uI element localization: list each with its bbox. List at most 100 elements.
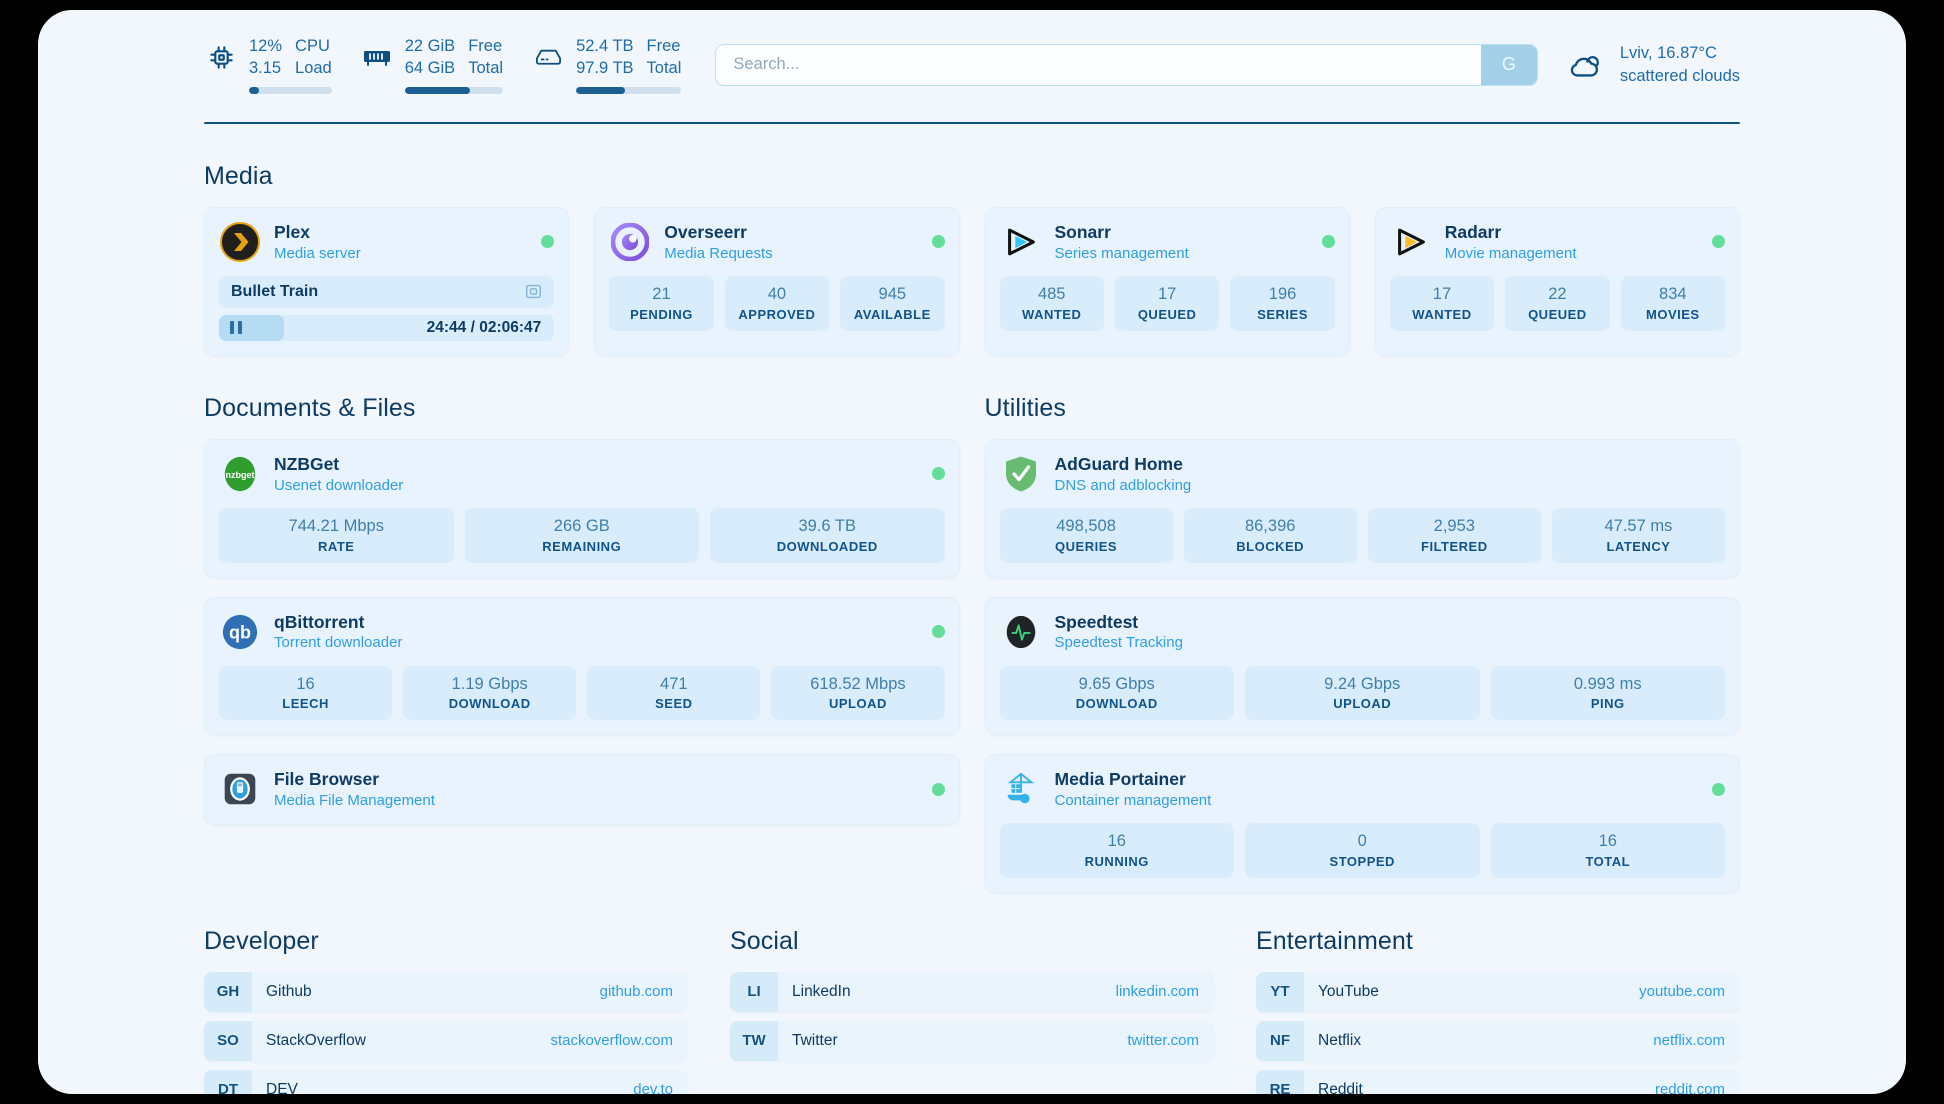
section-title-utilities: Utilities	[984, 393, 1066, 422]
tile-value: 266 GB	[553, 516, 610, 535]
service-card-sonarr[interactable]: Sonarr Series management 485 WANTED 17 Q…	[984, 206, 1350, 356]
service-card-media-portainer[interactable]: Media Portainer Container management 16 …	[984, 754, 1740, 893]
tile-label: REMAINING	[542, 538, 622, 554]
chromecast-icon[interactable]	[525, 283, 542, 300]
portainer-icon	[1000, 768, 1042, 810]
tile-label: PING	[1590, 696, 1625, 712]
tile-value: 485	[1037, 284, 1066, 303]
header-divider	[204, 121, 1740, 124]
bookmark-name: LinkedIn	[792, 982, 851, 1000]
bookmark-url: github.com	[599, 983, 673, 1001]
cpu-load-value: 3.15	[249, 58, 282, 77]
search-input[interactable]	[716, 44, 1481, 85]
tile-value: 17	[1157, 284, 1177, 303]
adguard-icon	[1000, 453, 1042, 495]
bookmark-dev[interactable]: DT DEV dev.to	[204, 1069, 688, 1094]
service-card-plex[interactable]: Plex Media server Bullet Train	[204, 206, 570, 356]
bookmark-abbr: DT	[204, 1069, 252, 1094]
svg-text:nzbget: nzbget	[225, 470, 254, 480]
stat-tile: 9.65 Gbps DOWNLOAD	[999, 665, 1234, 721]
tile-value: 22	[1548, 284, 1567, 303]
service-desc: Media server	[274, 244, 361, 262]
bookmark-netflix[interactable]: NF Netflix netflix.com	[1256, 1020, 1740, 1061]
now-playing-progress[interactable]: 24:44 / 02:06:47	[219, 314, 555, 341]
bookmark-twitter[interactable]: TW Twitter twitter.com	[730, 1020, 1214, 1061]
bookmark-abbr: RE	[1256, 1069, 1304, 1094]
service-name: Speedtest	[1054, 611, 1139, 632]
service-card-file-browser[interactable]: File Browser Media File Management	[204, 754, 960, 826]
bookmark-group-title: Entertainment	[1256, 926, 1413, 955]
stat-tile: 21 PENDING	[609, 275, 714, 331]
cpu-label-bottom: Load	[295, 58, 332, 77]
stat-tile: 834 MOVIES	[1620, 275, 1726, 331]
stat-tiles: 485 WANTED 17 QUEUED 196 SERIES	[999, 275, 1335, 331]
status-badge-online	[931, 625, 945, 639]
service-name: qBittorrent	[274, 611, 365, 632]
bookmark-group-title: Developer	[204, 926, 319, 955]
cpu-usage-bar	[249, 86, 332, 94]
search-bar[interactable]: G	[715, 43, 1538, 86]
stat-tile: 618.52 Mbps UPLOAD	[771, 665, 945, 721]
tile-value: 86,396	[1244, 516, 1296, 535]
svg-text:qb: qb	[229, 622, 251, 642]
cpu-icon	[204, 36, 238, 78]
header: 12% 3.15 CPU Load	[204, 10, 1740, 94]
tile-label: QUEUED	[1137, 306, 1197, 322]
utilities-card-stack: AdGuard Home DNS and adblocking 498,508 …	[984, 438, 1740, 893]
bookmark-name: Github	[266, 982, 312, 1000]
service-card-radarr[interactable]: Radarr Movie management 17 WANTED 22 QUE…	[1374, 206, 1740, 356]
service-card-speedtest[interactable]: Speedtest Speedtest Tracking 9.65 Gbps D…	[984, 596, 1740, 736]
stat-tile: 0.993 ms PING	[1490, 665, 1725, 721]
bookmark-url: youtube.com	[1639, 983, 1725, 1001]
disk-free-value: 52.4 TB	[576, 37, 634, 55]
service-card-nzbget[interactable]: nzbget NZBGet Usenet downloader 74	[204, 438, 960, 578]
bookmark-linkedin[interactable]: LI LinkedIn linkedin.com	[730, 971, 1214, 1012]
service-name: AdGuard Home	[1054, 454, 1183, 475]
stat-tile: 39.6 TB DOWNLOADED	[710, 507, 945, 563]
search-provider-button[interactable]: G	[1480, 44, 1537, 85]
service-card-qbittorrent[interactable]: qb qBittorrent Torrent downloader	[204, 596, 960, 736]
status-badge-online	[541, 235, 555, 249]
bookmark-reddit[interactable]: RE Reddit reddit.com	[1256, 1069, 1740, 1094]
stat-tiles: 9.65 Gbps DOWNLOAD 9.24 Gbps UPLOAD 0.99…	[999, 665, 1725, 721]
media-card-grid: Plex Media server Bullet Train	[204, 206, 1740, 356]
weather-widget[interactable]: Lviv, 16.87°C scattered clouds	[1564, 42, 1740, 87]
bookmark-group-social: Social LI LinkedIn linkedin.com TW Twitt…	[730, 927, 1214, 1094]
tile-value: 834	[1659, 284, 1687, 303]
stat-tiles: 21 PENDING 40 APPROVED 945 AVAILABLE	[609, 275, 945, 331]
stat-tile: 498,508 QUERIES	[999, 507, 1173, 563]
service-name: Radarr	[1444, 222, 1502, 243]
stat-tile: 471 SEED	[587, 665, 761, 721]
stat-tile: 0 STOPPED	[1245, 823, 1480, 878]
bookmark-name: Reddit	[1318, 1080, 1363, 1094]
bookmark-stackoverflow[interactable]: SO StackOverflow stackoverflow.com	[204, 1020, 688, 1061]
tile-value: 2,953	[1433, 516, 1475, 535]
bookmark-github[interactable]: GH Github github.com	[204, 971, 688, 1012]
tile-label: UPLOAD	[1333, 696, 1392, 712]
service-card-adguard-home[interactable]: AdGuard Home DNS and adblocking 498,508 …	[984, 438, 1740, 578]
tile-value: 39.6 TB	[798, 516, 856, 535]
pause-icon[interactable]	[230, 321, 242, 335]
stat-tile: 9.24 Gbps UPLOAD	[1245, 665, 1480, 721]
stat-tile: 16 LEECH	[219, 665, 393, 721]
bookmark-abbr: TW	[730, 1020, 778, 1061]
filebrowser-icon	[219, 768, 261, 810]
memory-total-value: 64 GiB	[404, 58, 456, 77]
section-title-media: Media	[204, 161, 273, 190]
memory-label-bottom: Total	[468, 58, 504, 77]
nzbget-icon: nzbget	[219, 453, 261, 495]
tile-label: FILTERED	[1421, 538, 1488, 554]
service-card-overseerr[interactable]: Overseerr Media Requests 21 PENDING 40 A…	[594, 206, 960, 356]
qbittorrent-icon: qb	[219, 611, 261, 653]
bookmark-name: YouTube	[1318, 982, 1379, 1000]
stat-tiles: 17 WANTED 22 QUEUED 834 MOVIES	[1389, 275, 1726, 331]
service-desc: DNS and adblocking	[1054, 476, 1192, 494]
disk-label-bottom: Total	[646, 58, 682, 77]
stat-tiles: 16 RUNNING 0 STOPPED 16 TOTAL	[999, 823, 1725, 878]
plex-icon	[219, 221, 261, 263]
stat-tile: 16 RUNNING	[999, 823, 1234, 878]
now-playing-title-row: Bullet Train	[219, 275, 555, 308]
tile-value: 16	[1598, 832, 1617, 851]
bookmark-youtube[interactable]: YT YouTube youtube.com	[1256, 971, 1740, 1012]
tile-label: MOVIES	[1646, 306, 1700, 322]
